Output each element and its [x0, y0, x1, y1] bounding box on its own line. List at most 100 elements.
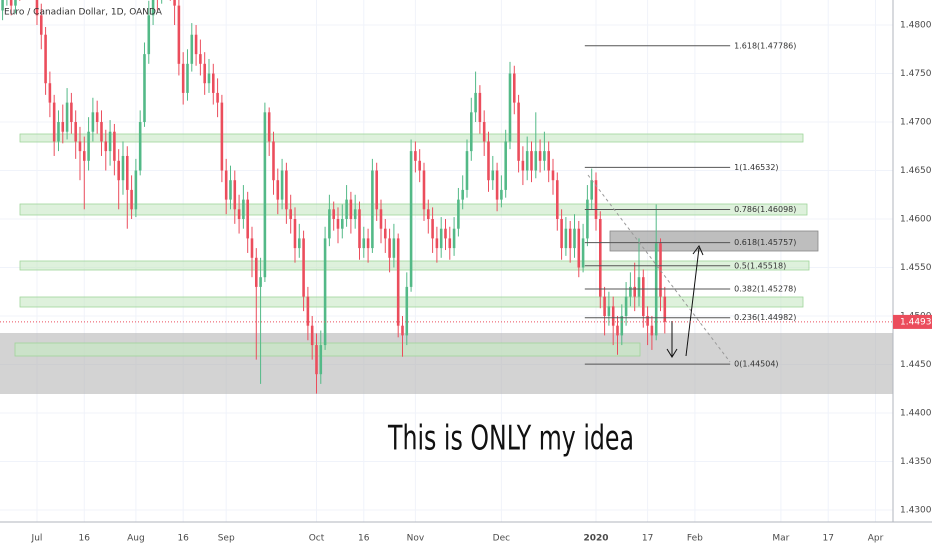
- candle-body: [517, 102, 520, 161]
- candle-body: [108, 131, 112, 152]
- candle-body: [611, 306, 615, 326]
- candle-body: [431, 219, 434, 239]
- candle-body: [629, 286, 632, 297]
- y-tick-label: 1.47500: [900, 69, 932, 79]
- candle-body: [366, 238, 370, 249]
- chart-title: Euro / Canadian Dollar, 1D, OANDA: [4, 8, 163, 18]
- candle-body: [547, 151, 550, 171]
- candle-body: [52, 102, 56, 142]
- candle-body: [289, 209, 292, 220]
- candle-body: [543, 151, 546, 161]
- candle-body: [211, 73, 215, 93]
- candle-body: [383, 228, 387, 239]
- candle-body: [620, 315, 624, 336]
- candle-body: [586, 199, 589, 239]
- candle-body: [186, 63, 189, 93]
- candle-body: [9, 0, 13, 6]
- candle-body: [199, 54, 202, 64]
- x-tick-label: Sep: [218, 534, 235, 544]
- candle-body: [267, 112, 271, 142]
- fib-label: 1.618(1.47786): [734, 41, 796, 50]
- candle-body: [534, 151, 538, 171]
- candle-body: [568, 228, 572, 249]
- candle-body: [599, 219, 602, 297]
- y-tick-label: 1.47000: [900, 118, 932, 128]
- candle-body: [362, 238, 366, 249]
- candle-body: [465, 151, 469, 190]
- green-zone: [14, 342, 641, 357]
- candle-body: [173, 0, 176, 6]
- last-price-label: 1.44939: [900, 317, 932, 327]
- candle-body: [530, 151, 533, 171]
- x-tick-label: Jul: [31, 534, 43, 544]
- candle-body: [616, 325, 619, 336]
- candle-body: [1, 0, 4, 11]
- candle-body: [422, 170, 426, 210]
- x-tick-label: Aug: [127, 534, 145, 544]
- candle-body: [276, 180, 280, 200]
- candle-body: [323, 238, 327, 346]
- candle-body: [556, 180, 559, 220]
- candle-body: [125, 155, 129, 190]
- candle-body: [130, 189, 133, 210]
- candle-body: [220, 102, 224, 171]
- candle-body: [319, 345, 323, 375]
- candle-body: [637, 277, 641, 297]
- candle-body: [336, 219, 340, 229]
- candle-body: [439, 228, 443, 249]
- candle-body: [293, 219, 297, 249]
- candle-body: [332, 209, 335, 220]
- candle-body: [448, 238, 452, 249]
- candle-body: [315, 345, 318, 375]
- candle-body: [65, 102, 69, 132]
- candle-body: [513, 73, 516, 103]
- candle-body: [414, 151, 417, 161]
- candle-body: [104, 141, 108, 152]
- x-tick-label: Oct: [309, 534, 325, 544]
- candle-body: [590, 180, 593, 200]
- y-tick-label: 1.46500: [900, 166, 932, 176]
- candle-body: [302, 238, 305, 297]
- candle-body: [646, 315, 649, 326]
- candle-body: [659, 243, 662, 297]
- candle-body: [452, 228, 456, 249]
- candle-body: [74, 122, 77, 142]
- candle-body: [461, 189, 464, 200]
- y-tick-label: 1.48000: [900, 21, 932, 31]
- candle-body: [577, 228, 581, 268]
- target-zone: [609, 230, 819, 252]
- fib-label: 0.382(1.45278): [734, 285, 796, 294]
- candle-body: [306, 296, 310, 326]
- candle-body: [297, 238, 301, 249]
- candle-body: [138, 122, 142, 171]
- candle-body: [190, 34, 194, 64]
- candle-body: [418, 160, 421, 171]
- candle-body: [113, 131, 116, 161]
- candle-body: [435, 238, 439, 249]
- candle-body: [48, 83, 52, 103]
- candle-body: [177, 5, 181, 64]
- candle-body: [272, 141, 275, 181]
- candle-body: [263, 112, 267, 278]
- candle-body: [650, 325, 654, 336]
- candle-body: [353, 209, 357, 220]
- candle-body: [508, 73, 512, 142]
- candle-body: [405, 286, 409, 336]
- axes: 1.430001.435001.440001.445001.450001.455…: [0, 21, 932, 544]
- candle-body: [392, 238, 396, 258]
- y-tick-label: 1.44500: [900, 360, 932, 370]
- candle-body: [470, 112, 473, 152]
- x-tick-label: Dec: [493, 534, 510, 544]
- candle-body: [203, 63, 206, 84]
- fib-label: 1(1.46532): [734, 163, 778, 172]
- candle-body: [70, 102, 73, 123]
- candle-body: [61, 122, 65, 132]
- y-tick-label: 1.43000: [900, 505, 932, 515]
- candle-body: [121, 155, 125, 181]
- candle-body: [280, 170, 284, 200]
- candle-body: [340, 219, 344, 229]
- green-zone: [19, 260, 810, 271]
- x-tick-label: 2020: [583, 534, 608, 544]
- candle-body: [233, 180, 237, 210]
